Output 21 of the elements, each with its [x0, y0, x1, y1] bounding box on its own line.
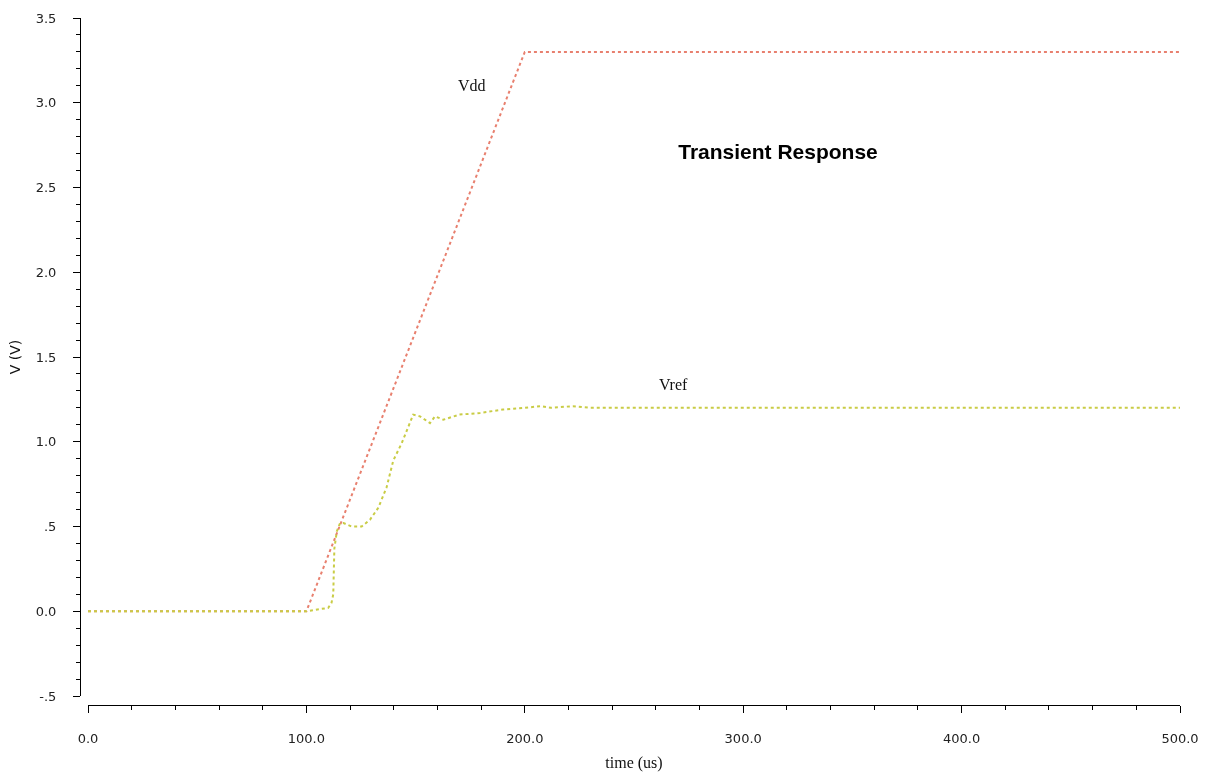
y-tick-label: .5 — [43, 519, 57, 535]
x-tick-label: 400.0 — [942, 730, 981, 746]
x-axis-title: time (us) — [605, 754, 663, 773]
x-tick-label: 200.0 — [506, 730, 544, 746]
y-tick-label: 2.0 — [35, 264, 57, 280]
x-tick-label: 300.0 — [724, 730, 762, 746]
x-tick-label: 500.0 — [1161, 730, 1199, 746]
y-tick-label: 2.5 — [35, 180, 57, 196]
y-tick-label: 3.0 — [35, 95, 57, 111]
series-label: Vdd — [458, 77, 486, 94]
y-tick-label: 0.0 — [35, 603, 57, 619]
y-tick-label: 1.5 — [35, 349, 57, 365]
y-tick-label: 1.0 — [35, 434, 57, 450]
series-label: Vref — [659, 376, 689, 393]
line-series — [88, 405, 1180, 613]
y-axis-title: V (V) — [7, 339, 24, 375]
x-tick-label: 0.0 — [77, 730, 99, 746]
text: Transient Response — [678, 140, 878, 164]
y-tick-label: -.5 — [39, 688, 57, 704]
y-tick-label: 3.5 — [35, 10, 57, 26]
x-tick-label: 100.0 — [287, 730, 326, 746]
